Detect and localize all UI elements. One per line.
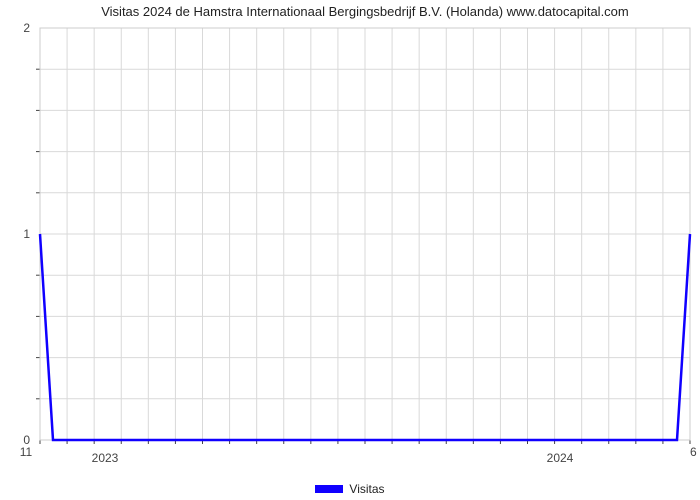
- svg-text:2023: 2023: [92, 451, 119, 465]
- svg-text:2: 2: [23, 21, 30, 35]
- legend-label: Visitas: [349, 482, 384, 496]
- svg-text:2024: 2024: [547, 451, 574, 465]
- svg-text:11: 11: [20, 445, 33, 459]
- line-chart-svg: Visitas 2024 de Hamstra Internationaal B…: [0, 0, 700, 500]
- svg-text:6: 6: [690, 445, 697, 459]
- svg-text:Visitas 2024 de Hamstra Intern: Visitas 2024 de Hamstra Internationaal B…: [101, 4, 629, 19]
- legend-swatch: [315, 485, 343, 493]
- legend: Visitas: [0, 482, 700, 496]
- svg-text:1: 1: [23, 227, 30, 241]
- chart-container: Visitas 2024 de Hamstra Internationaal B…: [0, 0, 700, 500]
